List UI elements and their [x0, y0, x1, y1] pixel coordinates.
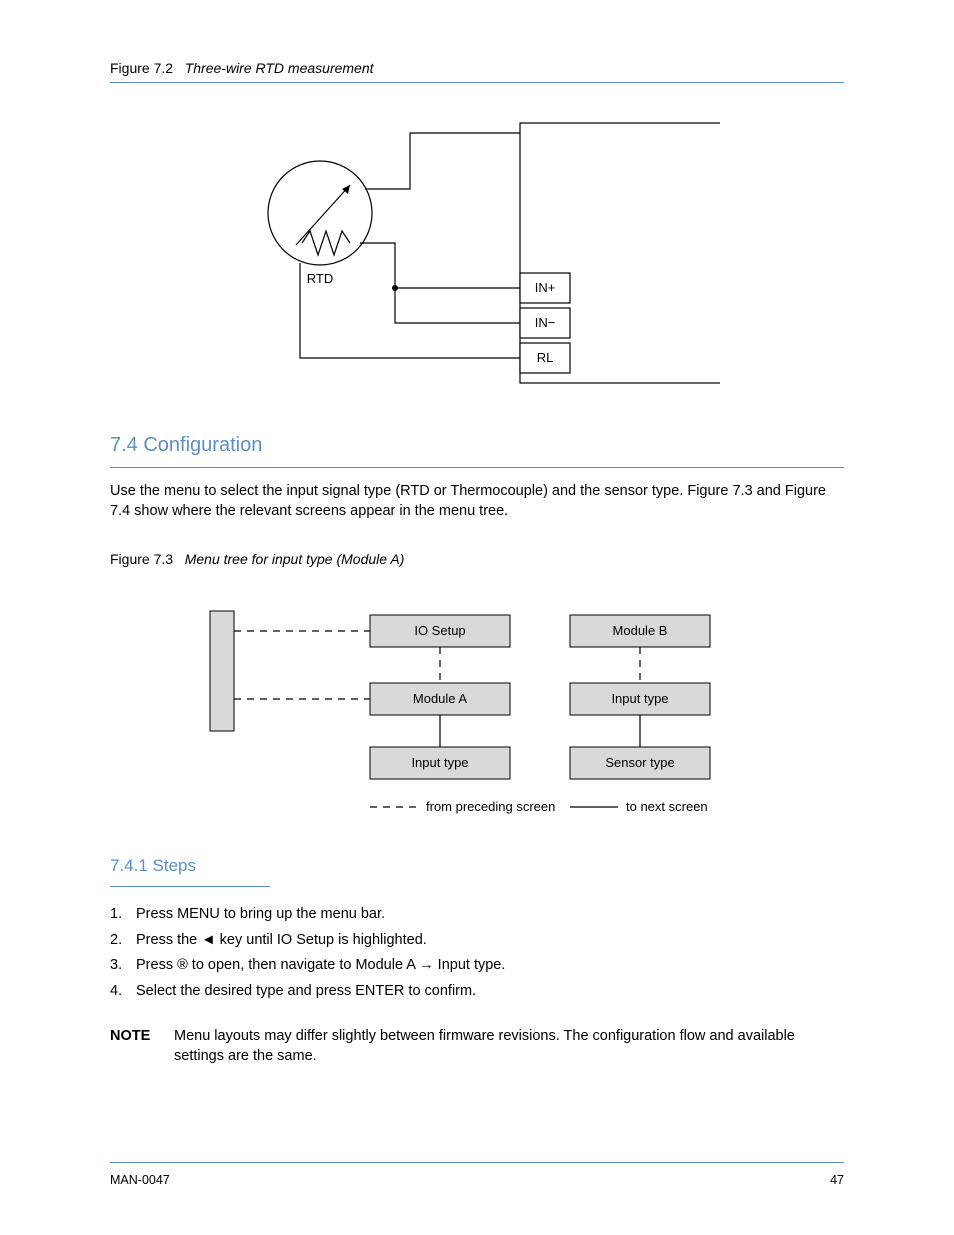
- figure2-number: Figure 7.3: [110, 551, 173, 567]
- section-body: Use the menu to select the input signal …: [110, 482, 844, 521]
- svg-text:Module A: Module A: [413, 691, 468, 706]
- subsection-heading: 7.4.1 Steps: [110, 856, 844, 876]
- step-text: Press ® to open, then navigate to Module…: [136, 956, 844, 976]
- figure1-diagram: IN+ IN− RL RTD: [200, 93, 844, 398]
- step-item: 2.Press the ◄ key until IO Setup is high…: [110, 931, 844, 951]
- footer-right: 47: [830, 1173, 844, 1187]
- section-rule: [110, 467, 844, 468]
- page-footer: MAN-0047 47: [110, 1162, 844, 1187]
- svg-text:IN−: IN−: [535, 315, 556, 330]
- step-text: Press the ◄ key until IO Setup is highli…: [136, 931, 844, 951]
- step-number: 3.: [110, 956, 136, 976]
- note-block: NOTE Menu layouts may differ slightly be…: [110, 1027, 844, 1066]
- figure1-caption: Figure 7.2 Three-wire RTD measurement: [110, 60, 844, 76]
- step-number: 4.: [110, 982, 136, 1002]
- svg-text:Module B: Module B: [613, 623, 668, 638]
- svg-text:Input type: Input type: [611, 691, 668, 706]
- svg-text:RTD: RTD: [307, 271, 333, 286]
- svg-text:IN+: IN+: [535, 280, 556, 295]
- step-text: Press MENU to bring up the menu bar.: [136, 905, 844, 925]
- step-number: 2.: [110, 931, 136, 951]
- svg-text:Sensor type: Sensor type: [605, 755, 674, 770]
- step-item: 4.Select the desired type and press ENTE…: [110, 982, 844, 1002]
- section-heading: 7.4 Configuration: [110, 434, 844, 457]
- svg-text:RL: RL: [537, 350, 554, 365]
- svg-text:to next screen: to next screen: [626, 799, 708, 814]
- svg-text:from preceding screen: from preceding screen: [426, 799, 555, 814]
- step-text: Select the desired type and press ENTER …: [136, 982, 844, 1002]
- step-item: 1.Press MENU to bring up the menu bar.: [110, 905, 844, 925]
- step-item: 3.Press ® to open, then navigate to Modu…: [110, 956, 844, 976]
- svg-text:Input type: Input type: [411, 755, 468, 770]
- subsection-rule: [110, 886, 270, 887]
- figure2-caption: Figure 7.3 Menu tree for input type (Mod…: [110, 551, 844, 567]
- figure1-desc: Three-wire RTD measurement: [185, 60, 374, 76]
- steps-list: 1.Press MENU to bring up the menu bar.2.…: [110, 905, 844, 1001]
- note-body: Menu layouts may differ slightly between…: [174, 1027, 844, 1066]
- figure2-diagram: IO Setup Module A Input type Module B Input …: [170, 587, 844, 832]
- figure1-rule: [110, 82, 844, 83]
- svg-text:IO Setup: IO Setup: [414, 623, 465, 638]
- note-label: NOTE: [110, 1027, 174, 1047]
- step-number: 1.: [110, 905, 136, 925]
- footer-left: MAN-0047: [110, 1173, 170, 1187]
- figure2-desc: Menu tree for input type (Module A): [185, 551, 405, 567]
- figure1-number: Figure 7.2: [110, 60, 173, 76]
